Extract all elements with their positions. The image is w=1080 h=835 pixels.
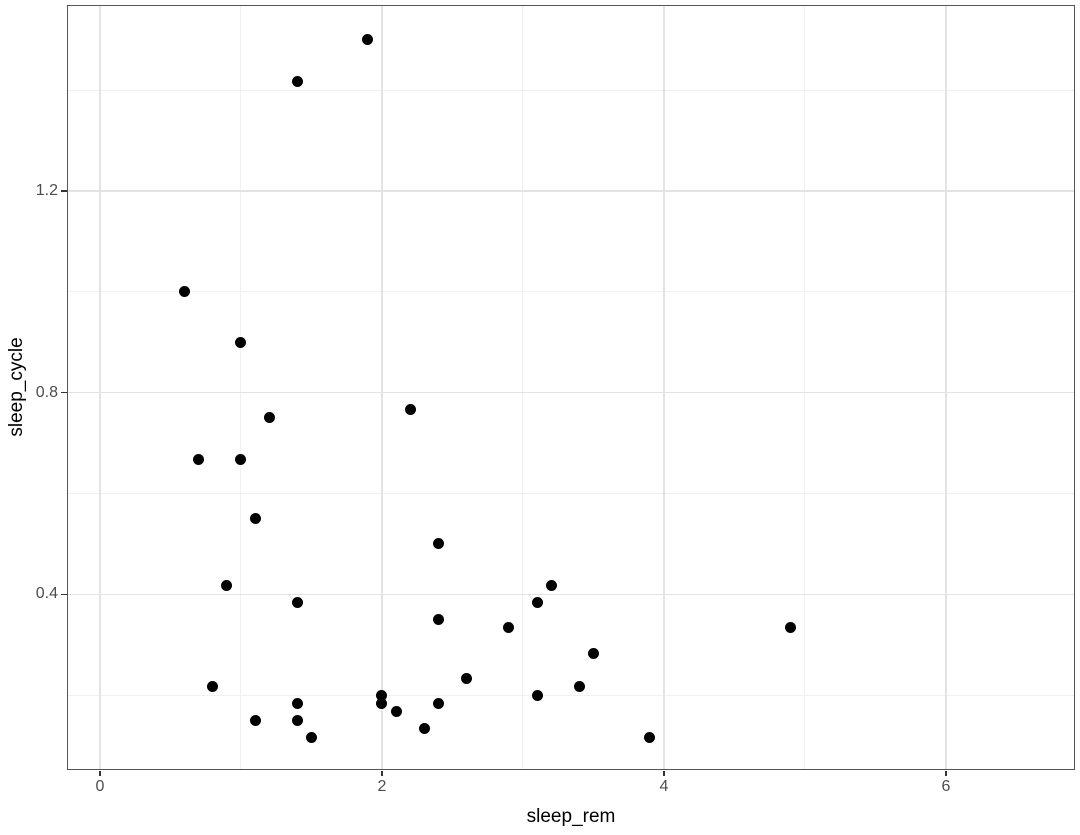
data-point: [249, 714, 261, 726]
grid-major-horizontal: [67, 190, 1075, 192]
x-axis-tick: [381, 770, 383, 776]
grid-major-vertical: [945, 5, 947, 770]
data-point: [263, 412, 275, 424]
data-point: [376, 689, 388, 701]
plot-panel: [67, 5, 1075, 770]
data-point: [376, 698, 388, 710]
grid-major-vertical: [663, 5, 665, 770]
data-point: [249, 513, 261, 525]
data-point: [235, 336, 247, 348]
data-point: [291, 698, 303, 710]
data-point: [305, 731, 317, 743]
data-point: [785, 622, 797, 634]
x-axis-title: sleep_rem: [526, 806, 616, 827]
grid-minor-horizontal: [67, 291, 1075, 293]
data-point: [235, 454, 247, 466]
x-axis-tick: [99, 770, 101, 776]
grid-major-horizontal: [67, 391, 1075, 394]
data-point: [207, 681, 219, 693]
data-point: [221, 580, 233, 592]
x-tick-label: 0: [95, 778, 105, 795]
data-point: [531, 597, 543, 609]
data-point: [432, 538, 444, 550]
data-point: [461, 672, 473, 684]
grid-major-vertical: [99, 5, 101, 770]
data-point: [291, 597, 303, 609]
data-point: [573, 681, 585, 693]
grid-minor-horizontal: [67, 89, 1075, 91]
data-point: [193, 454, 205, 466]
y-axis-title: sleep_cycle: [6, 337, 27, 437]
y-axis-tick: [61, 593, 67, 596]
data-point: [587, 647, 599, 659]
data-point: [418, 723, 430, 735]
y-tick-label: 0.4: [35, 585, 58, 603]
x-tick-label: 4: [659, 778, 669, 795]
grid-minor-vertical: [522, 5, 524, 770]
grid-minor-vertical: [240, 5, 242, 770]
grid-major-horizontal: [67, 593, 1075, 596]
data-point: [545, 580, 557, 592]
data-point: [531, 689, 543, 701]
data-point: [404, 403, 416, 415]
grid-major-vertical: [381, 5, 383, 770]
data-point: [362, 34, 374, 46]
data-point: [644, 731, 656, 743]
y-axis-tick: [61, 190, 67, 192]
data-point: [291, 714, 303, 726]
x-axis-tick: [663, 770, 665, 776]
data-point: [432, 698, 444, 710]
grid-minor-horizontal: [67, 492, 1075, 494]
grid-minor-vertical: [804, 5, 806, 770]
x-tick-label: 2: [377, 778, 387, 795]
data-point: [179, 286, 191, 298]
y-tick-label: 0.8: [35, 383, 58, 401]
data-point: [291, 76, 303, 88]
grid-minor-horizontal: [67, 694, 1075, 696]
data-point: [390, 706, 402, 718]
y-tick-label: 1.2: [35, 182, 58, 200]
x-tick-label: 6: [941, 778, 951, 795]
x-axis-tick: [945, 770, 947, 776]
data-point: [503, 622, 515, 634]
data-point: [432, 613, 444, 625]
y-axis-tick: [61, 391, 67, 394]
